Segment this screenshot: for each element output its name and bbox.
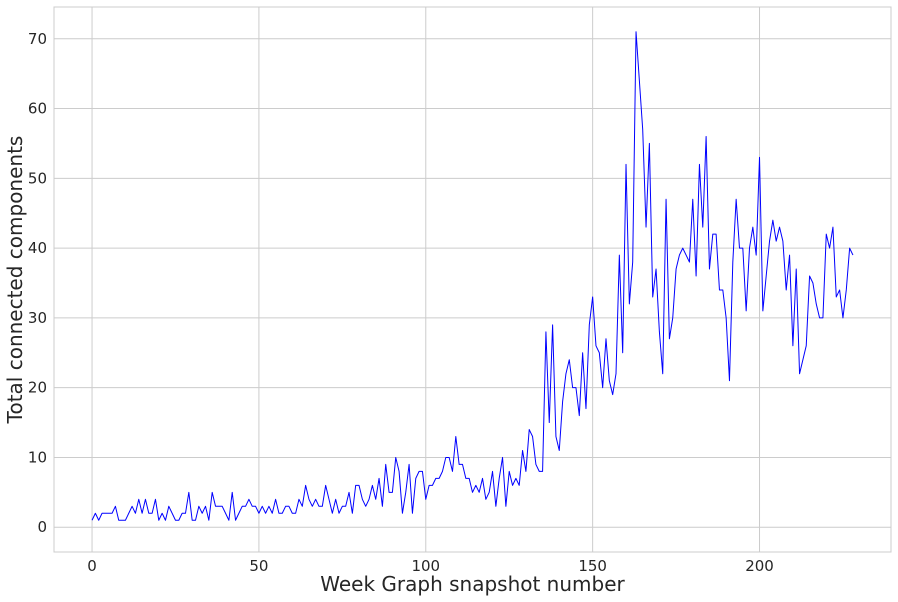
x-tick-label: 50 xyxy=(249,557,268,575)
horizontal-gridlines xyxy=(54,38,891,528)
x-tick-label: 100 xyxy=(411,557,440,575)
y-tick-label: 0 xyxy=(37,518,47,536)
x-axis-title: Week Graph snapshot number xyxy=(320,572,625,596)
x-tick-label: 150 xyxy=(578,557,607,575)
y-axis-title: Total connected components xyxy=(3,136,27,425)
y-tick-label: 30 xyxy=(28,309,47,327)
y-tick-labels: 0 10 20 30 40 50 60 70 xyxy=(28,30,47,536)
series-line xyxy=(91,31,854,521)
x-tick-label: 200 xyxy=(745,557,774,575)
y-tick-label: 10 xyxy=(28,448,47,466)
y-tick-label: 20 xyxy=(28,379,47,397)
y-tick-label: 40 xyxy=(28,239,47,257)
x-tick-labels: 0 50 100 150 200 xyxy=(87,557,774,575)
vertical-gridlines xyxy=(91,7,761,552)
x-tick-label: 0 xyxy=(87,557,97,575)
y-tick-label: 60 xyxy=(28,100,47,118)
y-tick-label: 70 xyxy=(28,30,47,48)
y-tick-label: 50 xyxy=(28,169,47,187)
plot-area-frame xyxy=(53,6,892,553)
